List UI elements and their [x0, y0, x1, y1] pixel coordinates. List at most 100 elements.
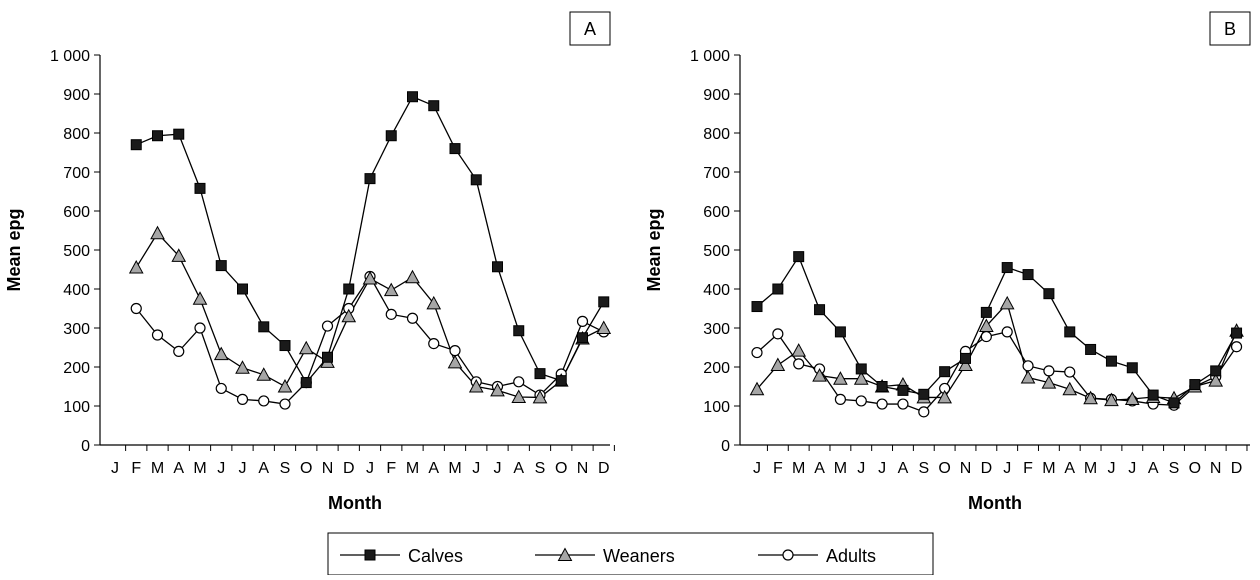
data-point: [853, 371, 869, 385]
data-point: [980, 330, 992, 343]
data-point: [1043, 365, 1055, 377]
data-point: [1147, 389, 1159, 401]
x-tick-label: A: [173, 460, 184, 477]
x-tick-label: O: [1189, 460, 1201, 477]
data-point: [300, 377, 312, 389]
data-point: [468, 378, 484, 393]
data-point: [215, 382, 227, 395]
data-point: [1064, 366, 1076, 378]
data-point: [385, 308, 397, 320]
y-tick-label: 700: [703, 165, 730, 182]
x-tick-label: M: [448, 460, 461, 477]
x-tick-label: J: [878, 460, 886, 477]
data-point: [598, 296, 610, 308]
data-point: [406, 312, 419, 324]
x-tick-label: J: [753, 460, 761, 477]
data-point: [834, 393, 847, 405]
y-axis-title: Mean epg: [4, 208, 24, 291]
x-tick-label: J: [1003, 460, 1011, 477]
data-point: [1041, 375, 1057, 389]
data-point: [279, 398, 291, 410]
y-tick-label: 900: [63, 87, 90, 104]
data-point: [151, 329, 164, 341]
data-point: [152, 130, 163, 142]
series-markers-calves: [130, 91, 610, 389]
y-tick-label: 400: [63, 282, 90, 299]
legend-marker: [782, 549, 794, 561]
series-line-calves: [135, 95, 605, 384]
panel-label: A: [584, 19, 596, 39]
y-tick-label: 0: [81, 438, 90, 455]
legend-label: Calves: [408, 546, 463, 566]
legend-label: Adults: [826, 546, 876, 566]
data-point: [1105, 355, 1117, 367]
x-tick-label: A: [258, 460, 269, 477]
panel-label: B: [1224, 19, 1236, 39]
data-point: [258, 395, 270, 407]
y-tick-label: 600: [63, 204, 90, 221]
data-point: [876, 381, 888, 392]
data-point: [1022, 269, 1034, 281]
x-tick-label: M: [792, 460, 805, 477]
data-point: [192, 291, 208, 305]
y-tick-label: 300: [63, 321, 90, 338]
data-point: [321, 320, 334, 332]
x-tick-label: F: [773, 460, 783, 477]
data-point: [772, 283, 784, 295]
data-point: [258, 321, 270, 333]
data-point: [555, 375, 567, 387]
data-point: [596, 320, 612, 334]
x-tick-label: J: [239, 460, 247, 477]
x-axis-title: Month: [328, 493, 382, 513]
x-tick-label: J: [472, 460, 480, 477]
data-point: [749, 381, 765, 396]
data-point: [256, 367, 272, 381]
data-point: [362, 270, 378, 285]
legend-marker: [557, 547, 573, 561]
y-tick-label: 200: [63, 360, 90, 377]
data-point: [1064, 326, 1076, 338]
x-tick-label: A: [1148, 460, 1159, 477]
x-tick-label: S: [280, 460, 291, 477]
data-point: [793, 358, 805, 370]
data-point: [298, 340, 314, 355]
x-tick-label: M: [406, 460, 419, 477]
data-point: [428, 338, 440, 350]
data-point: [833, 371, 848, 385]
data-point: [171, 248, 187, 262]
series-line-weaners: [756, 302, 1238, 401]
data-point: [194, 322, 206, 334]
y-tick-label: 1 000: [690, 48, 730, 65]
data-point: [130, 302, 142, 315]
x-tick-label: A: [898, 460, 909, 477]
y-tick-label: 900: [703, 87, 730, 104]
x-tick-label: A: [1064, 460, 1075, 477]
data-point: [1231, 327, 1243, 339]
y-tick-label: 1 000: [50, 48, 90, 65]
data-point: [979, 318, 994, 333]
x-tick-label: S: [918, 460, 929, 477]
y-tick-label: 800: [63, 126, 90, 143]
data-point: [343, 283, 355, 295]
x-tick-label: A: [814, 460, 825, 477]
data-point: [1126, 362, 1138, 374]
x-tick-label: D: [1231, 460, 1243, 477]
data-point: [405, 269, 420, 284]
y-tick-label: 600: [703, 204, 730, 221]
data-point: [1104, 392, 1119, 407]
series-markers-adults: [130, 270, 610, 410]
x-tick-label: A: [513, 460, 524, 477]
data-point: [449, 143, 461, 155]
legend-marker: [364, 549, 376, 561]
data-point: [341, 308, 357, 323]
x-tick-label: D: [981, 460, 993, 477]
data-point: [876, 398, 888, 410]
data-point: [918, 406, 930, 418]
data-point: [1168, 397, 1180, 409]
x-tick-label: F: [386, 460, 396, 477]
data-point: [1189, 379, 1201, 391]
data-point: [534, 368, 546, 380]
